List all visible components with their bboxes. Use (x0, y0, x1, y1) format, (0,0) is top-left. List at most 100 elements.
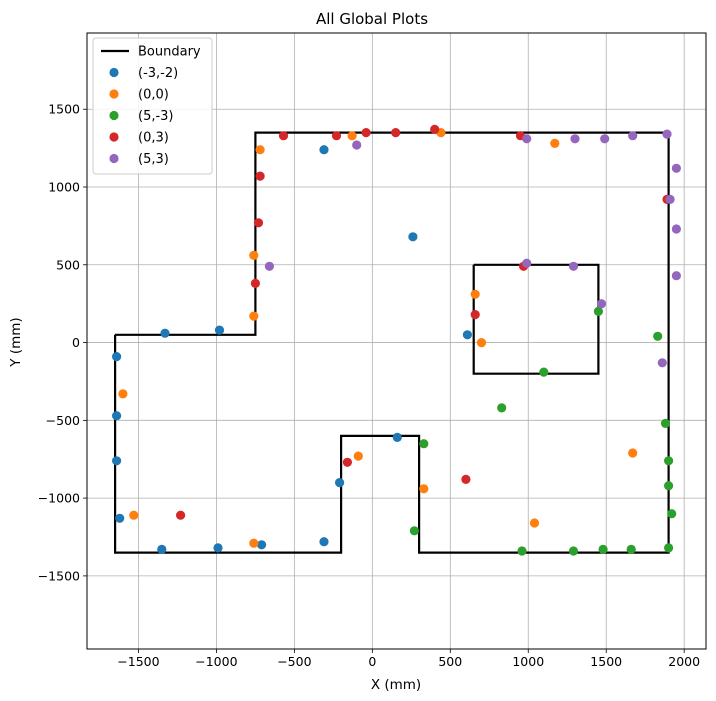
legend-marker-series-0 (109, 67, 119, 78)
x-tick-label: 500 (438, 654, 462, 669)
data-point-series-2 (497, 403, 507, 413)
data-point-series-1 (129, 510, 139, 520)
data-point-series-3 (253, 218, 264, 228)
x-tick-label: −1500 (117, 654, 159, 669)
data-point-series-4 (264, 261, 274, 271)
data-point-series-1 (353, 451, 363, 461)
data-point-series-4 (522, 134, 532, 144)
data-point-series-0 (335, 478, 345, 488)
legend-label-series-3: (0,3) (138, 131, 169, 146)
legend-label-series-2: (5,-3) (138, 109, 174, 124)
data-point-series-2 (517, 546, 527, 556)
data-point-series-1 (550, 138, 560, 148)
data-point-series-1 (419, 484, 429, 494)
data-point-series-1 (628, 448, 638, 458)
data-point-series-0 (115, 513, 125, 523)
data-point-series-4 (352, 140, 362, 150)
legend-label-series-0: (-3,-2) (138, 66, 178, 81)
data-point-series-4 (570, 134, 580, 144)
data-point-series-4 (665, 194, 675, 204)
data-point-series-4 (628, 131, 638, 141)
data-point-series-1 (249, 538, 259, 548)
data-point-series-1 (347, 131, 357, 141)
legend-marker-series-1 (109, 89, 119, 99)
data-point-series-0 (160, 328, 170, 338)
y-tick-label: 500 (56, 257, 80, 272)
x-tick-label: −500 (277, 654, 311, 669)
data-point-series-4 (671, 271, 682, 281)
data-point-series-2 (568, 546, 579, 556)
data-point-series-3 (176, 510, 186, 520)
data-point-series-2 (660, 418, 671, 428)
x-tick-label: 1000 (512, 654, 544, 669)
x-tick-label: 2000 (668, 654, 700, 669)
data-point-series-2 (539, 367, 549, 377)
data-point-series-0 (319, 537, 329, 547)
x-tick-label: −1000 (195, 654, 237, 669)
data-point-series-4 (657, 358, 667, 368)
data-point-series-0 (408, 232, 418, 242)
boundary-inner-line (472, 263, 600, 375)
data-point-series-1 (470, 289, 480, 299)
legend-marker-series-2 (109, 110, 119, 121)
data-point-series-0 (392, 432, 402, 442)
y-tick-label: −1000 (38, 491, 80, 506)
data-point-series-0 (157, 544, 167, 555)
legend-boundary-label: Boundary (138, 45, 201, 60)
legend-label-series-1: (0,0) (138, 88, 169, 103)
data-point-series-3 (278, 131, 289, 141)
legend-marker-series-3 (109, 132, 119, 142)
data-point-series-1 (476, 338, 487, 348)
legend: Boundary (-3,-2) (0,0) (5,-3) (0,3) (5,3) (92, 37, 213, 175)
y-tick-label: 1500 (48, 102, 80, 117)
data-point-series-4 (600, 134, 610, 144)
y-tick-label: 1000 (48, 180, 80, 195)
data-point-series-2 (664, 543, 674, 553)
data-point-series-4 (671, 224, 682, 234)
boundary-outer-line (113, 131, 670, 554)
data-point-series-1 (249, 250, 259, 260)
chart-title: All Global Plots (316, 10, 428, 28)
x-axis-label: X (mm) (371, 677, 421, 693)
data-point-series-3 (430, 124, 440, 134)
data-point-series-2 (626, 544, 636, 555)
data-point-series-4 (662, 129, 672, 139)
points-layer (112, 124, 682, 556)
data-point-series-0 (214, 325, 225, 335)
y-axis-label: Y (mm) (8, 317, 24, 367)
y-tick-label: 0 (72, 335, 80, 350)
data-point-series-0 (319, 145, 329, 155)
data-point-series-3 (250, 278, 260, 288)
data-point-series-3 (391, 128, 401, 138)
x-tick-label: 0 (368, 654, 376, 669)
data-point-series-2 (664, 481, 674, 491)
data-point-series-3 (331, 131, 342, 141)
data-point-series-2 (419, 439, 429, 449)
legend-box (92, 37, 213, 175)
data-point-series-3 (342, 457, 352, 467)
plot-frame (86, 32, 707, 650)
data-point-series-2 (667, 509, 677, 519)
data-point-series-3 (255, 171, 265, 181)
data-point-series-2 (598, 544, 608, 555)
ticks-layer: −1500 −1000 −500 0 500 1000 1500 2000 −1500 −1000… (38, 102, 700, 669)
data-point-series-2 (593, 306, 604, 316)
data-point-series-0 (112, 411, 122, 421)
data-point-series-4 (522, 258, 532, 268)
data-point-series-3 (470, 310, 480, 320)
data-point-series-2 (409, 526, 419, 536)
data-point-series-3 (461, 474, 471, 484)
data-point-series-4 (568, 261, 579, 271)
data-point-series-3 (361, 128, 371, 138)
data-point-series-1 (118, 389, 128, 399)
data-point-series-0 (112, 352, 122, 362)
x-tick-label: 1500 (590, 654, 622, 669)
y-tick-label: −1500 (38, 568, 80, 583)
boundary-layer (113, 131, 670, 554)
legend-label-series-4: (5,3) (138, 152, 169, 167)
data-point-series-0 (213, 543, 223, 553)
data-point-series-1 (529, 518, 540, 528)
y-tick-label: −500 (46, 413, 80, 428)
data-point-series-2 (653, 331, 663, 341)
